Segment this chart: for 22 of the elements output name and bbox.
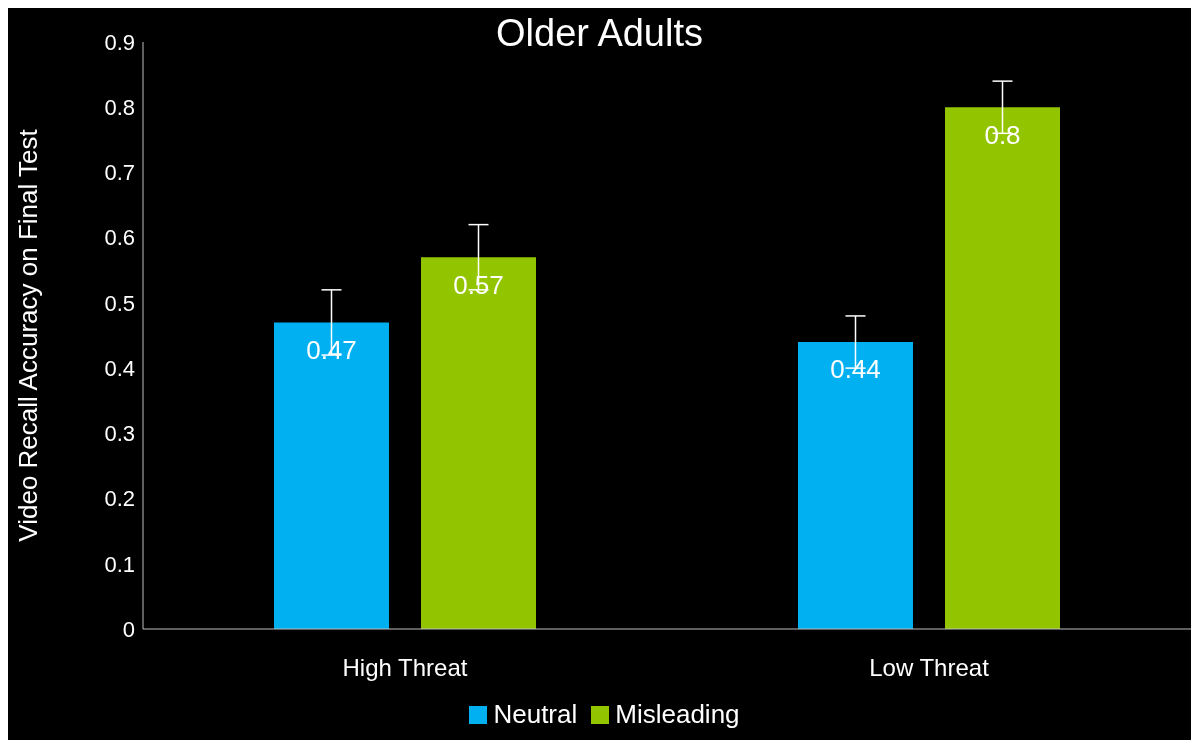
- bar: [798, 342, 913, 629]
- y-tick-label: 0: [122, 616, 135, 642]
- y-tick-label: 0.4: [104, 355, 135, 381]
- y-tick-label: 0.1: [104, 551, 135, 577]
- y-tick-label: 0.5: [104, 290, 135, 316]
- legend-label: Misleading: [615, 699, 740, 730]
- bar: [421, 257, 536, 629]
- legend-label: Neutral: [493, 699, 578, 730]
- data-label: 0.8: [984, 119, 1021, 150]
- data-label: 0.44: [830, 354, 881, 385]
- y-tick-label: 0.6: [104, 225, 135, 251]
- chart-title: Older Adults: [496, 12, 703, 54]
- y-axis-title: Video Recall Accuracy on Final Test: [13, 128, 44, 542]
- y-tick-label: 0.9: [104, 29, 135, 55]
- y-tick-label: 0.3: [104, 421, 135, 447]
- y-tick-label: 0.8: [104, 95, 135, 121]
- y-tick-label: 0.7: [104, 160, 135, 186]
- x-tick-label: High Threat: [342, 654, 468, 682]
- y-tick-label: 0.2: [104, 486, 135, 512]
- x-tick-label: Low Threat: [869, 654, 990, 682]
- bar: [274, 322, 389, 629]
- bar: [945, 107, 1060, 629]
